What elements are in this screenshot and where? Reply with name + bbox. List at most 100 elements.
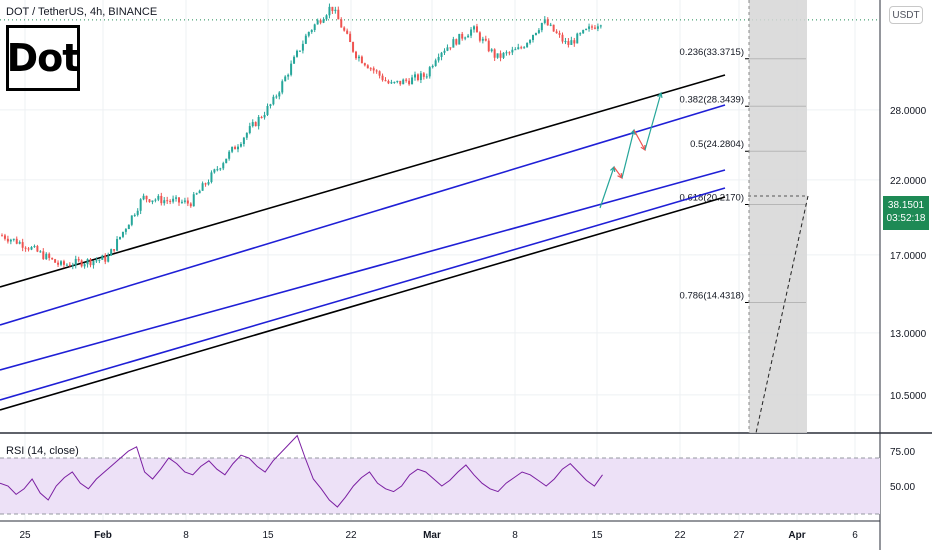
candle: [470, 27, 473, 39]
candle-body: [543, 19, 546, 23]
candle-body: [148, 199, 151, 203]
candle: [216, 166, 219, 172]
candle: [352, 41, 355, 53]
candle-body: [239, 143, 242, 147]
candle: [570, 36, 573, 45]
candle-body: [225, 158, 228, 164]
candle: [242, 136, 245, 147]
candle: [529, 39, 532, 45]
candle: [334, 6, 337, 14]
time-tick-label: Mar: [423, 530, 441, 541]
candle-body: [201, 183, 204, 191]
candle: [363, 62, 366, 67]
channel-upper-outer: [0, 74, 726, 288]
candle-body: [384, 80, 387, 82]
candle-body: [166, 200, 169, 202]
candle-body: [437, 56, 440, 61]
candle-body: [508, 52, 511, 54]
candle-body: [393, 81, 396, 83]
candle: [331, 6, 334, 14]
candle: [464, 36, 467, 41]
price-tick-label: 13.0000: [890, 329, 927, 340]
candle: [588, 23, 591, 32]
candle-body: [552, 24, 555, 32]
candle-body: [331, 6, 334, 12]
candle-body: [18, 242, 21, 244]
candle-body: [458, 33, 461, 45]
candle: [45, 252, 48, 260]
candle: [1, 233, 3, 237]
candle: [337, 6, 340, 20]
candle: [195, 192, 198, 195]
candle-body: [245, 132, 248, 138]
candle-body: [446, 47, 449, 51]
candle: [222, 161, 225, 171]
time-tick-label: 25: [19, 530, 31, 541]
candle: [269, 103, 272, 109]
candle-body: [219, 168, 222, 170]
candle: [80, 259, 83, 268]
candle: [434, 58, 437, 67]
fib-ret-label: 0.236(33.3715): [680, 47, 744, 58]
candle: [340, 17, 343, 28]
candle-body: [95, 260, 98, 262]
candle-body: [272, 96, 275, 105]
fib-levels: 2.618(131.3709)1.618(97.0454)1(75.8322)0…: [0, 19, 880, 303]
candle-body: [449, 47, 452, 49]
candle-body: [124, 229, 127, 232]
candle: [414, 71, 416, 81]
candle: [284, 75, 287, 82]
candle-body: [499, 53, 502, 58]
candle: [95, 257, 98, 263]
candle: [104, 253, 107, 265]
candle-body: [390, 82, 393, 84]
candle: [387, 79, 390, 85]
candle: [372, 66, 375, 74]
candle: [251, 119, 254, 128]
candle-body: [116, 239, 119, 251]
channel-upper-inner: [0, 104, 726, 326]
candle: [443, 48, 446, 55]
fib-ret-label: 0.5(24.2804): [690, 139, 744, 150]
candle: [42, 248, 45, 260]
candle: [322, 17, 325, 24]
candle: [475, 23, 478, 33]
candle: [121, 231, 124, 239]
candle: [89, 257, 92, 268]
candle: [375, 69, 378, 74]
candle-body: [154, 199, 157, 201]
currency-button[interactable]: USDT: [889, 6, 923, 24]
candle: [219, 167, 222, 171]
candle: [357, 54, 360, 62]
candle: [425, 73, 428, 79]
candle: [511, 46, 514, 56]
candle: [260, 115, 263, 119]
candle-body: [163, 200, 166, 204]
candle-body: [36, 246, 39, 252]
candle: [307, 31, 310, 38]
candle: [71, 262, 74, 270]
candle-body: [349, 33, 352, 43]
candle: [228, 150, 231, 161]
candle: [257, 114, 260, 130]
candle: [204, 182, 207, 187]
candle-body: [455, 39, 458, 45]
candle-body: [3, 235, 6, 239]
candle: [60, 260, 62, 267]
candle-body: [48, 253, 51, 258]
candle: [561, 32, 564, 44]
candle-body: [104, 255, 107, 262]
candle-body: [310, 30, 313, 32]
projection-arrows: [599, 91, 663, 209]
candle: [422, 71, 425, 80]
candle-body: [98, 259, 101, 261]
candle-body: [425, 76, 428, 78]
candle: [57, 260, 60, 267]
candle-body: [86, 259, 89, 265]
candle-body: [408, 80, 411, 85]
candle: [68, 262, 71, 267]
candle: [537, 28, 540, 35]
candle: [419, 70, 422, 84]
candle: [183, 197, 186, 204]
